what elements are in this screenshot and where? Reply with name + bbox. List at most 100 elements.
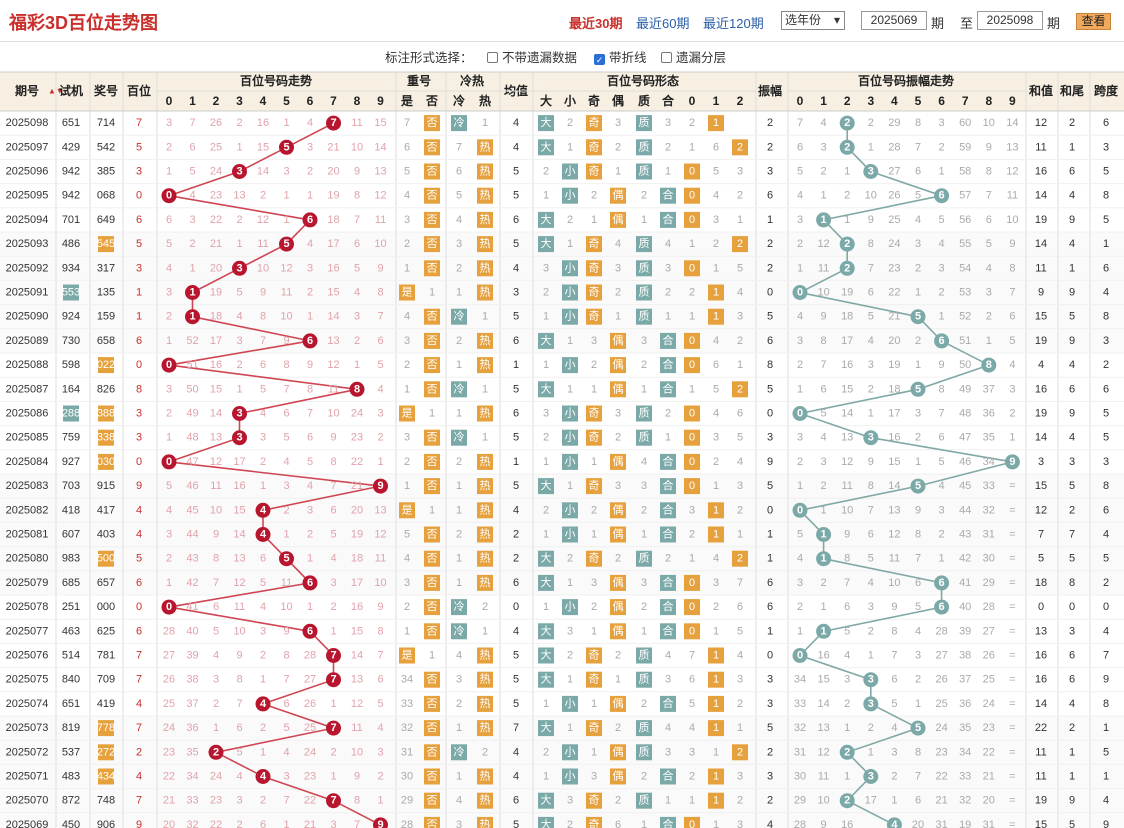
checkbox-icon[interactable] (661, 52, 672, 63)
repeat-no: 否 (427, 359, 438, 371)
form-miss: 2 (543, 287, 549, 299)
amp-miss: 17 (888, 408, 900, 420)
trend-miss: 26 (210, 117, 222, 129)
hot-mark: 热 (480, 189, 491, 202)
trend-miss: 1 (260, 674, 266, 686)
trend-digit: 0 (166, 190, 172, 202)
trend-miss: 9 (307, 359, 313, 371)
amp-miss: 2 (939, 287, 945, 299)
prime-mark-box (636, 405, 652, 422)
trend-miss: 2 (307, 287, 313, 299)
remainder-mark: 0 (689, 480, 695, 492)
amp-digit: 3 (868, 432, 874, 444)
amp-digit: 2 (844, 238, 850, 250)
repeat-no: 否 (427, 674, 438, 686)
form-miss: 2 (543, 166, 549, 178)
sum-cell: 5 (1038, 553, 1044, 565)
amp-miss: 26 (935, 674, 947, 686)
trend-miss: 7 (283, 795, 289, 807)
span-cell: 0 (1103, 601, 1109, 613)
view-button[interactable]: 查看 (1076, 13, 1111, 30)
recent-120-link[interactable]: 最近120期 (703, 16, 764, 31)
to-issue-input[interactable]: 2025098 (977, 11, 1043, 30)
amp-digit: 0 (797, 504, 803, 516)
form-miss: 1 (567, 722, 573, 734)
prime-mark: 质 (639, 552, 650, 565)
trend-digit: 4 (260, 529, 267, 541)
odd-mark: 奇 (589, 431, 600, 444)
span-cell: 6 (1103, 504, 1109, 516)
amp-miss: 4 (821, 117, 827, 129)
trial-cell: 730 (62, 335, 80, 347)
amp-miss: 15 (841, 383, 853, 395)
form-miss: 1 (737, 722, 743, 734)
composite-mark: 合 (663, 478, 674, 492)
recent-60-link[interactable]: 最近60期 (636, 16, 690, 31)
repeat-no: 否 (427, 698, 438, 710)
amp-digit-ball (839, 260, 855, 276)
form-miss: 2 (713, 456, 719, 468)
repeat-miss: 3 (404, 214, 410, 226)
trial-cell: 607 (62, 529, 80, 541)
amp-miss: 2 (797, 601, 803, 613)
col-sum: 和值 (1028, 83, 1053, 98)
repeat-no: 否 (427, 311, 438, 323)
option-polyline[interactable]: ✓ 带折线 (594, 47, 647, 66)
form-miss: 7 (737, 577, 743, 589)
checkbox-icon[interactable] (487, 52, 498, 63)
sum-cell: 11 (1035, 771, 1046, 783)
hot-miss: 1 (482, 117, 488, 129)
trend-miss: 20 (163, 819, 175, 828)
amp-miss: 60 (959, 117, 971, 129)
option-no-miss[interactable]: 不带遗漏数据 (487, 47, 577, 66)
big-mark: 大 (541, 381, 552, 395)
tail-cell: 4 (1069, 359, 1075, 371)
trend-digit-header: 1 (189, 94, 196, 108)
trend-miss: 5 (189, 166, 195, 178)
trend-digit: 9 (377, 819, 383, 828)
span-cell: 8 (1103, 480, 1109, 492)
amp-miss: 25 (935, 698, 947, 710)
year-select[interactable]: 选年份 (781, 11, 845, 30)
col-amp-trend: 百位号码振幅走势 (858, 73, 954, 88)
form-miss: 2 (591, 504, 597, 516)
trend-digit-ball (232, 430, 247, 446)
amp-miss: 7 (821, 359, 827, 371)
col-hundreds: 百位 (127, 83, 151, 98)
tail-cell: 5 (1069, 819, 1075, 828)
trend-miss: 2 (236, 117, 242, 129)
odd-mark: 奇 (589, 552, 600, 565)
hot-mark-box (477, 163, 493, 180)
hot-mark: 热 (480, 552, 491, 565)
prize-cell: 272 (97, 746, 115, 758)
amp-miss: 2 (891, 771, 897, 783)
sum-cell: 16 (1035, 674, 1047, 686)
span-cell: 5 (1103, 408, 1109, 420)
cold-mark-box (451, 429, 467, 446)
trend-miss: 2 (166, 553, 172, 565)
form-miss: 1 (615, 674, 621, 686)
trial-cell: 942 (62, 166, 80, 178)
avg-cell: 4 (513, 262, 519, 274)
repeat-no-box (424, 357, 440, 374)
option-miss-layer[interactable]: 遗漏分层 (661, 47, 726, 66)
trend-miss: 13 (233, 553, 245, 565)
repeat-no-box (424, 236, 440, 253)
small-mark-box (562, 526, 578, 543)
amp-miss: 13 (888, 504, 900, 516)
trend-miss: 1 (166, 166, 172, 178)
recent-30-link[interactable]: 最近30期 (569, 16, 623, 31)
repeat-miss: 4 (404, 553, 410, 565)
remainder-mark-box (708, 284, 724, 301)
trend-miss: 7 (307, 408, 313, 420)
from-issue-input[interactable]: 2025069 (861, 11, 927, 30)
composite-mark-box (660, 623, 676, 640)
repeat-miss: 2 (404, 601, 410, 613)
composite-mark-box (660, 502, 676, 519)
checkbox-checked-icon[interactable]: ✓ (594, 54, 605, 65)
trend-miss: 7 (377, 311, 383, 323)
trend-miss: 20 (327, 166, 339, 178)
trend-miss: 45 (186, 504, 198, 516)
remainder-mark: 0 (689, 601, 695, 613)
cold-miss: 1 (456, 359, 462, 371)
